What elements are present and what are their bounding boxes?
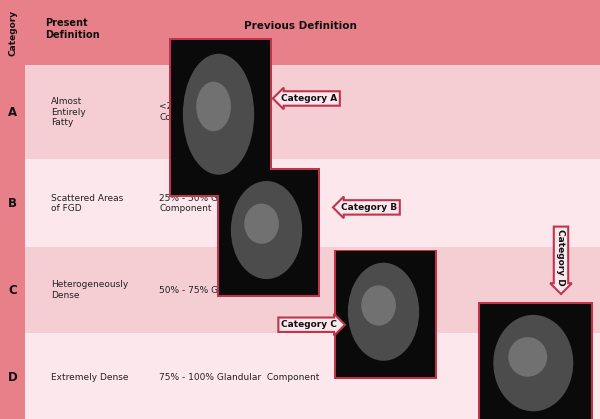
Text: Present
Definition: Present Definition xyxy=(45,18,100,40)
Ellipse shape xyxy=(508,337,547,377)
Ellipse shape xyxy=(493,315,573,411)
FancyBboxPatch shape xyxy=(219,170,318,295)
FancyBboxPatch shape xyxy=(0,159,600,247)
Ellipse shape xyxy=(196,82,231,131)
FancyBboxPatch shape xyxy=(0,247,600,333)
Text: <25% Glandular
Component: <25% Glandular Component xyxy=(159,102,234,122)
FancyBboxPatch shape xyxy=(0,0,600,65)
Text: D: D xyxy=(8,370,17,384)
Text: 50% - 75% Glandular Component: 50% - 75% Glandular Component xyxy=(159,286,311,295)
FancyBboxPatch shape xyxy=(336,251,435,377)
FancyBboxPatch shape xyxy=(169,38,272,197)
Text: C: C xyxy=(8,284,17,297)
Text: Category C: Category C xyxy=(281,320,337,329)
Text: B: B xyxy=(8,197,17,210)
Text: Almost
Entirely
Fatty: Almost Entirely Fatty xyxy=(51,97,86,127)
Ellipse shape xyxy=(231,181,302,279)
Text: 75% - 100% Glandular  Component: 75% - 100% Glandular Component xyxy=(159,372,319,382)
FancyBboxPatch shape xyxy=(480,304,591,419)
FancyBboxPatch shape xyxy=(0,333,600,419)
Ellipse shape xyxy=(244,204,279,244)
Text: Category B: Category B xyxy=(341,203,397,212)
Text: 25% - 50% Glandular
Component: 25% - 50% Glandular Component xyxy=(159,194,255,213)
FancyBboxPatch shape xyxy=(0,0,25,419)
FancyBboxPatch shape xyxy=(171,40,270,195)
Text: Category: Category xyxy=(8,9,17,56)
Text: Scattered Areas
of FGD: Scattered Areas of FGD xyxy=(51,194,123,213)
Text: Category A: Category A xyxy=(281,94,337,103)
FancyBboxPatch shape xyxy=(478,302,593,419)
Text: Previous Definition: Previous Definition xyxy=(244,21,356,31)
Ellipse shape xyxy=(183,54,254,175)
FancyBboxPatch shape xyxy=(0,65,600,159)
Text: Category D: Category D xyxy=(557,229,566,286)
Ellipse shape xyxy=(348,263,419,361)
Text: Extremely Dense: Extremely Dense xyxy=(51,372,128,382)
Text: A: A xyxy=(8,106,17,119)
Text: Heterogeneously
Dense: Heterogeneously Dense xyxy=(51,280,128,300)
FancyBboxPatch shape xyxy=(334,250,437,379)
FancyBboxPatch shape xyxy=(217,168,320,297)
Ellipse shape xyxy=(361,285,396,326)
